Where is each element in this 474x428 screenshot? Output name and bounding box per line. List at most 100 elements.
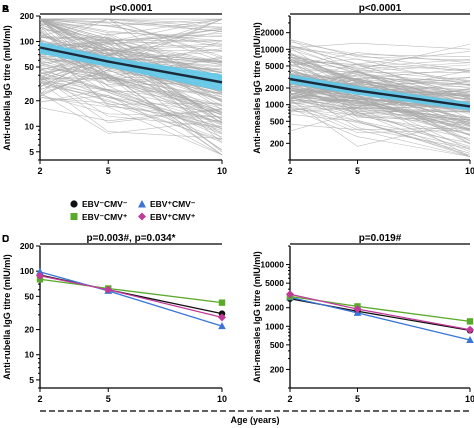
individual-line: [289, 113, 471, 156]
individual-line: [39, 55, 223, 156]
y-tick-label-c: 200: [20, 241, 34, 251]
individual-line: [39, 82, 223, 143]
individual-line: [39, 95, 223, 141]
y-tick-label-a: 50: [25, 62, 35, 72]
individual-line: [39, 18, 223, 45]
series-line-pos_neg: [289, 296, 471, 341]
individual-line: [39, 67, 223, 115]
legend-label-neg-neg: EBV⁻CMV⁻: [82, 199, 128, 209]
individual-lines-a: [39, 18, 223, 156]
individual-line: [289, 58, 471, 98]
significance-label-b: p<0.0001: [359, 3, 402, 14]
individual-line: [39, 29, 223, 52]
data-point-neg_pos: [218, 299, 226, 306]
individual-line: [39, 96, 223, 156]
series-pos_neg-c: [36, 267, 226, 330]
data-point-pos_pos: [36, 271, 44, 280]
mean-line-a: [39, 46, 223, 84]
individual-line: [289, 99, 471, 147]
y-tick-label-a: 100: [20, 37, 34, 47]
individual-line: [289, 64, 471, 82]
x-tick-label-d: 2: [287, 394, 292, 404]
data-point-pos_pos: [353, 305, 362, 314]
y-tick-label-b: 20000: [260, 28, 284, 38]
individual-line: [289, 87, 471, 119]
individual-line: [39, 20, 223, 77]
individual-line: [39, 18, 223, 42]
significance-label-a: p<0.0001: [110, 3, 153, 14]
individual-line: [39, 81, 223, 139]
x-tick-label-a: 5: [106, 166, 111, 176]
individual-line: [39, 18, 223, 38]
individual-line: [39, 18, 223, 32]
individual-line: [289, 74, 471, 127]
y-tick-label-b: 500: [270, 116, 284, 126]
x-tick-label-d: 5: [355, 394, 360, 404]
legend: EBV⁻CMV⁻ EBV⁺CMV⁻ EBV⁻CMV⁺ EBV⁺CMV⁺: [70, 199, 196, 222]
individual-line: [39, 18, 223, 56]
y-tick-label-c: 5: [29, 375, 34, 385]
individual-line: [39, 43, 223, 122]
y-tick-label-c: 100: [20, 266, 34, 276]
individual-line: [289, 47, 471, 72]
legend-label-pos-neg: EBV⁺CMV⁻: [150, 199, 196, 209]
y-tick-label-b: 10000: [260, 44, 284, 54]
x-tick-label-a: 10: [217, 166, 227, 176]
individual-line: [289, 65, 471, 85]
y-tick-label-c: 50: [25, 291, 35, 301]
y-tick-label-a: 5: [29, 147, 34, 157]
individual-line: [39, 107, 223, 122]
panel-letter-a: A: [2, 4, 9, 15]
panel-letter-b: B: [2, 4, 9, 15]
significance-label-c: p=0.003#, p=0.034*: [87, 233, 176, 244]
individual-line: [39, 18, 223, 63]
individual-line: [39, 53, 223, 131]
individual-line: [289, 123, 471, 157]
individual-line: [289, 97, 471, 110]
individual-line: [289, 56, 471, 95]
data-point-pos_pos: [466, 325, 474, 334]
data-point-pos_neg: [218, 322, 226, 330]
y-axis-label-d: Anti-measles IgG titre (mIU/ml): [252, 251, 262, 383]
series-pos_pos-c: [36, 271, 226, 322]
x-tick-label-a: 2: [37, 166, 42, 176]
data-point-pos_pos: [286, 290, 294, 299]
legend-label-pos-pos: EBV⁺CMV⁺: [150, 212, 196, 222]
individual-line: [289, 107, 471, 157]
y-tick-label-c: 10: [25, 350, 35, 360]
y-tick-label-d: 500: [270, 340, 284, 350]
x-tick-label-d: 10: [465, 394, 474, 404]
individual-line: [39, 56, 223, 73]
y-tick-label-d: 10000: [260, 260, 284, 270]
panel-letter-d: D: [2, 234, 9, 245]
x-tick-label-c: 2: [37, 394, 42, 404]
y-tick-label-d: 200: [270, 364, 284, 374]
data-point-pos_pos: [104, 285, 113, 294]
legend-label-neg-pos: EBV⁻CMV⁺: [82, 212, 128, 222]
individual-line: [39, 24, 223, 48]
data-point-pos_pos: [218, 313, 226, 322]
x-tick-label-b: 10: [465, 166, 474, 176]
y-tick-label-d: 1000: [265, 321, 284, 331]
y-axis-label-b: Anti-measles IgG titre (mIU/ml): [252, 22, 262, 154]
individual-line: [39, 45, 223, 121]
series-neg_neg-d: [286, 295, 474, 334]
individual-line: [289, 60, 471, 86]
individual-line: [39, 57, 223, 89]
series-line-pos_pos: [39, 275, 223, 318]
x-tick-label-c: 10: [217, 394, 227, 404]
y-tick-label-b: 200: [270, 138, 284, 148]
individual-line: [289, 90, 471, 142]
individual-line: [39, 47, 223, 105]
legend-item-neg-pos: EBV⁻CMV⁺: [70, 212, 128, 222]
series-pos_pos-d: [286, 290, 474, 334]
y-axis-label-a: Anti-rubella IgG titre (mIU/ml): [2, 25, 12, 151]
panel-letter-c: C: [2, 234, 9, 245]
individual-line: [289, 42, 471, 50]
data-point-neg_pos: [466, 318, 474, 325]
individual-line: [289, 39, 471, 61]
